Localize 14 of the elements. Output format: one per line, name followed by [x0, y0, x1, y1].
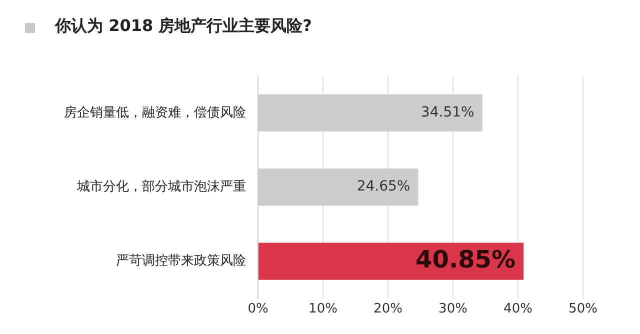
y-tick-label: 房企销量低，融资难，偿债风险: [64, 104, 246, 120]
x-tick-label: 10%: [308, 302, 338, 317]
bar: [258, 242, 524, 280]
x-tick-label: 0%: [248, 302, 268, 317]
data-label: 34.51%: [420, 104, 474, 121]
y-tick-label: 严苛调控带来政策风险: [116, 254, 246, 269]
x-tick-label: 40%: [504, 302, 532, 317]
x-tick-label: 20%: [374, 302, 402, 317]
chart-title: 你认为 2018 房地产行业主要风险?: [55, 16, 312, 37]
x-tick-label: 30%: [438, 302, 468, 317]
y-tick-label: 城市分化，部分城市泡沫严重: [76, 179, 246, 194]
x-tick-label: 50%: [568, 302, 598, 317]
data-label: 24.65%: [356, 178, 410, 195]
data-label: 40.85%: [416, 246, 516, 274]
